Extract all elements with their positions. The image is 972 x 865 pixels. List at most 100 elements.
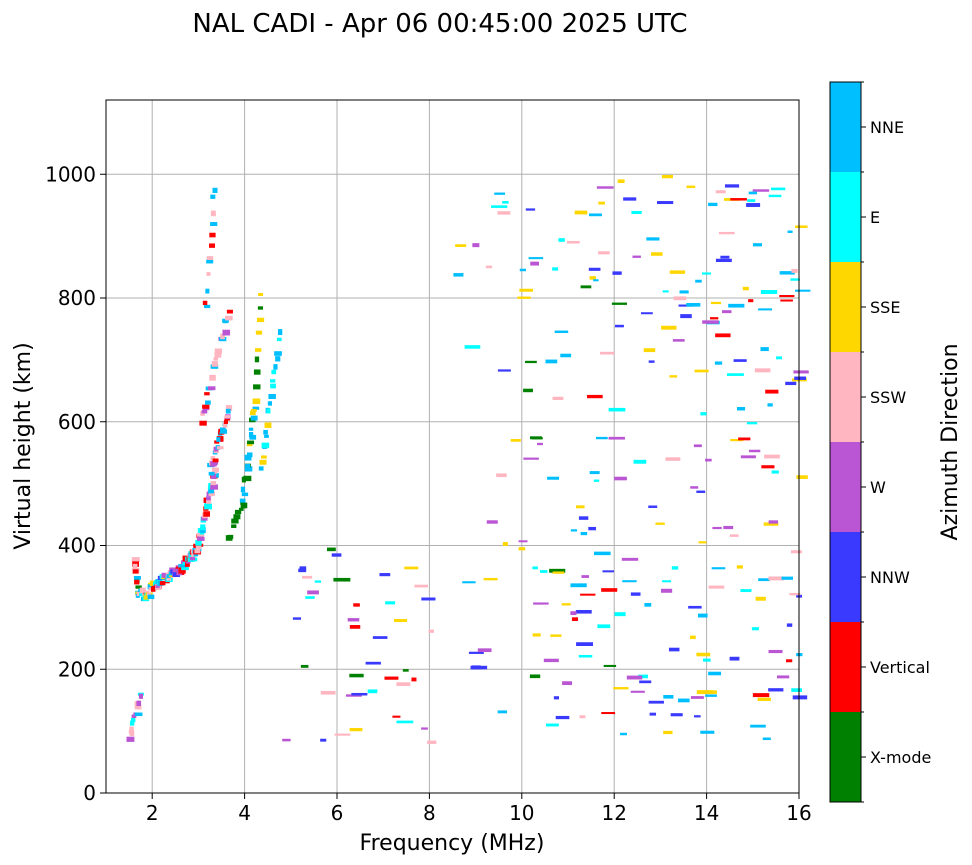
- echo-mark-e: [747, 199, 756, 203]
- echo-mark-nnw: [578, 516, 589, 520]
- echo-mark-e: [558, 238, 565, 242]
- echo-mark-w: [205, 496, 211, 501]
- echo-mark-sse: [483, 577, 498, 581]
- echo-mark-ssw: [334, 733, 351, 736]
- echo-mark-nnw: [588, 526, 597, 531]
- echo-mark-nne: [258, 466, 264, 471]
- echo-mark-e: [181, 566, 189, 571]
- echo-mark-sse: [394, 619, 408, 623]
- echo-mark-e: [726, 373, 744, 376]
- echo-mark-nnw: [292, 617, 302, 620]
- plot-frame: [105, 99, 800, 794]
- echo-mark-ssw: [134, 705, 142, 710]
- echo-mark-ssw: [196, 532, 205, 537]
- echo-mark-nnw: [602, 570, 614, 573]
- echo-mark-sse: [532, 633, 541, 637]
- echo-mark-e: [638, 674, 649, 679]
- echo-mark-vertical: [761, 465, 775, 469]
- echo-mark-nne: [216, 437, 221, 442]
- echo-mark-w: [570, 611, 577, 616]
- echo-mark-ssw: [673, 296, 687, 301]
- echo-mark-sse: [550, 634, 562, 637]
- echo-mark-nne: [275, 356, 281, 362]
- echo-mark-nnw: [724, 184, 740, 188]
- echo-mark-sse: [651, 252, 663, 256]
- echo-mark-nne: [748, 191, 758, 195]
- echo-mark-w: [345, 694, 362, 697]
- echo-mark-ssw: [302, 575, 313, 579]
- echo-mark-w: [138, 693, 144, 699]
- y-axis-ticks: 0 200 400 600 800 1000: [45, 162, 106, 805]
- x-tick-label: 16: [786, 801, 811, 825]
- echo-mark-e: [314, 580, 322, 583]
- echo-mark-nnw: [786, 623, 793, 627]
- echo-mark-sse: [796, 475, 808, 479]
- echo-mark-ssw: [754, 368, 771, 373]
- echo-mark-w: [752, 189, 770, 192]
- echo-mark-nne: [795, 289, 811, 292]
- echo-mark-w: [702, 320, 719, 324]
- echo-mark-nne: [711, 567, 726, 570]
- echo-mark-e: [552, 267, 559, 271]
- echo-mark-nne: [697, 613, 708, 618]
- echo-mark-e: [129, 720, 135, 726]
- echo-mark-nne: [736, 407, 746, 411]
- echo-mark-ssw: [789, 592, 801, 596]
- echo-mark-e: [776, 356, 783, 360]
- echo-mark-w: [472, 243, 480, 248]
- echo-mark-x-mode: [531, 437, 543, 440]
- echo-mark-w: [632, 255, 641, 258]
- echo-mark-ssw: [764, 454, 780, 459]
- echo-mark-nnw: [696, 490, 706, 493]
- x-tick-label: 8: [423, 801, 436, 825]
- echo-mark-sse: [404, 566, 419, 570]
- echo-mark-w: [185, 560, 191, 564]
- echo-mark-ssw: [208, 491, 215, 496]
- echo-mark-sse: [617, 179, 625, 184]
- echo-mark-nne: [205, 400, 211, 405]
- echo-mark-nnw: [575, 609, 592, 614]
- echo-mark-ssw: [131, 557, 140, 563]
- echo-mark-w: [543, 658, 559, 663]
- echo-mark-x-mode: [253, 369, 261, 375]
- echo-mark-nne: [210, 194, 216, 199]
- echo-mark-nne: [166, 574, 171, 579]
- echo-mark-x-mode: [580, 285, 592, 289]
- echo-mark-vertical: [203, 511, 211, 517]
- echo-mark-nne: [248, 432, 254, 438]
- echo-mark-nnw: [720, 255, 730, 259]
- echo-mark-nne: [239, 498, 246, 503]
- echo-mark-nne: [244, 454, 252, 461]
- echo-mark-w: [581, 575, 589, 578]
- echo-mark-nnw: [792, 695, 808, 700]
- echo-mark-e: [608, 407, 626, 412]
- echo-mark-ssw: [579, 715, 586, 719]
- echo-mark-e: [270, 383, 276, 389]
- echo-mark-w: [693, 444, 702, 448]
- echo-mark-nne: [570, 529, 578, 532]
- echo-mark-sse: [613, 687, 629, 690]
- echo-mark-ssw: [427, 740, 437, 744]
- echo-mark-vertical: [779, 294, 795, 298]
- echo-mark-ssw: [552, 396, 564, 401]
- echo-mark-vertical: [601, 712, 616, 715]
- echo-mark-x-mode: [549, 568, 566, 573]
- echo-mark-nnw: [331, 553, 342, 557]
- colorbar: X-mode Vertical NNW W SSW SSE E NNE: [829, 81, 931, 803]
- y-tick-label: 1000: [45, 162, 96, 186]
- echo-mark-e: [702, 272, 711, 275]
- echo-mark-ssw: [791, 550, 802, 554]
- echo-mark-x-mode: [253, 384, 261, 390]
- echo-mark-nne: [714, 361, 723, 365]
- colorbar-swatch-nne: [830, 82, 861, 172]
- echo-mark-vertical: [212, 458, 219, 463]
- echo-mark-sse: [255, 330, 263, 335]
- echo-mark-nnw: [525, 208, 536, 211]
- echo-mark-w: [621, 557, 639, 561]
- echo-mark-nnw: [733, 359, 747, 362]
- echo-mark-nnw: [588, 267, 601, 271]
- echo-mark-ssw: [166, 576, 172, 581]
- echo-mark-x-mode: [240, 502, 248, 509]
- echo-mark-e: [746, 422, 758, 425]
- echo-mark-sse: [730, 438, 744, 442]
